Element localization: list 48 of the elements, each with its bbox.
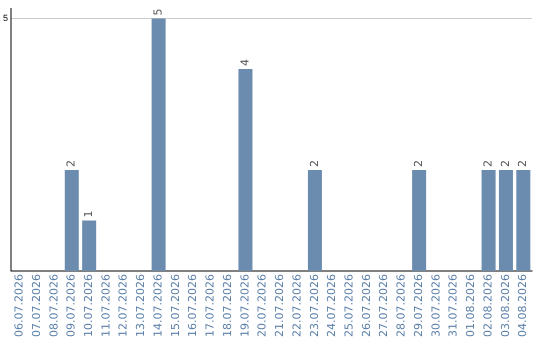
- bar: [152, 18, 166, 272]
- x-tick-label: 26.07.2026: [360, 274, 373, 338]
- data-label: 5: [151, 8, 164, 16]
- x-tick-label: 10.07.2026: [82, 274, 96, 338]
- x-tick-label: 23.07.2026: [308, 274, 321, 338]
- x-tick-label: 22.07.2026: [290, 274, 304, 338]
- x-tick-label: 29.07.2026: [412, 274, 425, 338]
- data-label: 1: [82, 210, 96, 218]
- x-tick-label: 14.07.2026: [151, 274, 164, 338]
- bar: [308, 170, 322, 272]
- x-tick-label: 18.07.2026: [220, 274, 234, 338]
- bar: [498, 170, 513, 272]
- x-tick-label: 19.07.2026: [238, 274, 252, 338]
- data-label: 2: [412, 160, 425, 168]
- data-label: 2: [516, 160, 530, 168]
- x-tick-label: 17.07.2026: [204, 274, 217, 338]
- x-tick-label: 27.07.2026: [377, 274, 390, 338]
- data-label: 2: [64, 160, 78, 168]
- x-tick-label: 25.07.2026: [342, 274, 356, 338]
- x-tick-label: 09.07.2026: [64, 274, 78, 338]
- x-tick-label: 24.07.2026: [325, 274, 338, 338]
- x-tick-label: 21.07.2026: [273, 274, 286, 338]
- bar: [64, 170, 79, 272]
- x-tick-label: 06.07.2026: [12, 274, 26, 338]
- data-label: 4: [238, 59, 252, 66]
- x-tick-label: 11.07.2026: [99, 274, 112, 338]
- x-tick-label: 15.07.2026: [168, 274, 182, 338]
- data-label: 2: [308, 160, 321, 168]
- data-label: 2: [481, 160, 494, 168]
- x-tick-label: 03.08.2026: [498, 274, 512, 338]
- bar: [482, 170, 496, 272]
- x-tick-label: 08.07.2026: [47, 274, 60, 338]
- bar: [238, 69, 252, 272]
- x-tick-label: 12.07.2026: [116, 274, 130, 338]
- x-tick-label: 04.08.2026: [516, 274, 530, 338]
- bar: [412, 170, 426, 272]
- x-tick-label: 28.07.2026: [394, 274, 408, 338]
- x-tick-label: 20.07.2026: [256, 274, 269, 338]
- x-tick-label: 02.08.2026: [481, 274, 494, 338]
- x-tick-label: 13.07.2026: [134, 274, 148, 338]
- x-tick-label: 16.07.2026: [186, 274, 200, 338]
- x-tick-label: 07.07.2026: [30, 274, 43, 338]
- bar: [516, 170, 530, 272]
- x-tick-label: 01.08.2026: [464, 274, 478, 338]
- x-tick-label: 31.07.2026: [446, 274, 460, 338]
- x-tick-label: 30.07.2026: [429, 274, 442, 338]
- data-label: 2: [498, 160, 512, 168]
- bar: [82, 220, 96, 272]
